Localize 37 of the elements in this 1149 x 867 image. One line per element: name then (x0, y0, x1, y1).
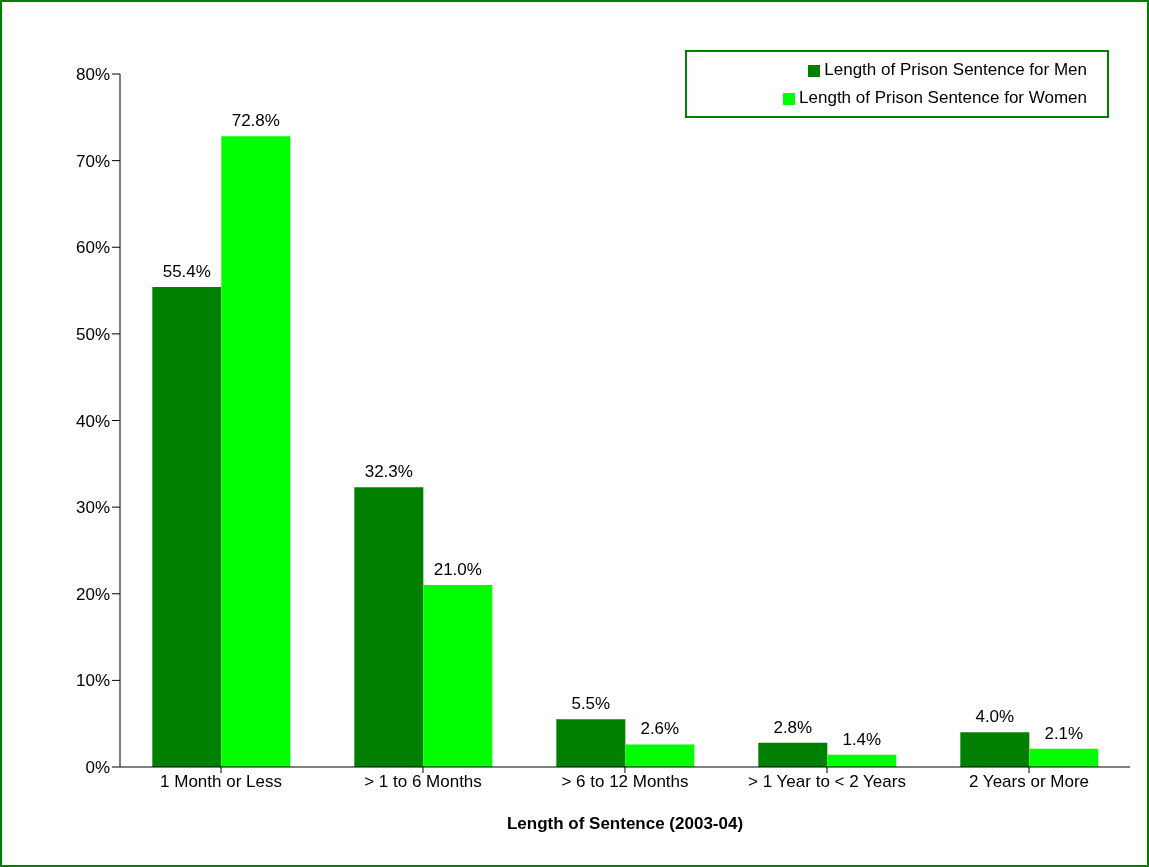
y-tick-label: 70% (75, 151, 110, 171)
bar (758, 742, 828, 767)
x-tick-label: > 1 Year to < 2 Years (748, 772, 906, 792)
bar (423, 585, 493, 767)
x-tick-label: 2 Years or More (968, 772, 1090, 792)
data-label: 1.4% (842, 729, 882, 749)
x-tick-label: > 6 to 12 Months (561, 772, 689, 792)
bar (152, 287, 222, 767)
data-label: 32.3% (364, 462, 413, 482)
data-label: 21.0% (433, 560, 482, 580)
data-label: 2.8% (773, 717, 813, 737)
data-label: 2.1% (1044, 723, 1084, 743)
x-axis-title: Length of Sentence (2003-04) (506, 814, 744, 833)
y-tick-label: 80% (75, 65, 110, 85)
y-tick-label: 50% (75, 324, 110, 344)
y-tick-label: 20% (75, 584, 110, 604)
bar (556, 719, 626, 767)
bar (625, 744, 695, 767)
y-tick-label: 30% (75, 498, 110, 518)
bar (221, 136, 291, 767)
data-label: 2.6% (640, 719, 680, 739)
data-label: 55.4% (162, 262, 211, 282)
data-label: 5.5% (571, 694, 611, 714)
bar (354, 487, 424, 767)
bar (1029, 748, 1099, 767)
x-tick-label: > 1 to 6 Months (364, 772, 482, 792)
legend-label: Length of Prison Sentence for Women (799, 88, 1087, 107)
bar (827, 754, 897, 767)
data-label: 72.8% (231, 111, 280, 131)
y-tick-label: 40% (75, 411, 110, 431)
y-tick-label: 10% (75, 671, 110, 691)
legend-label: Length of Prison Sentence for Men (824, 60, 1087, 79)
data-label: 4.0% (975, 707, 1015, 727)
y-tick-label: 0% (85, 758, 110, 778)
y-tick-label: 60% (75, 238, 110, 258)
bar (960, 732, 1030, 767)
x-tick-label: 1 Month or Less (160, 772, 282, 792)
